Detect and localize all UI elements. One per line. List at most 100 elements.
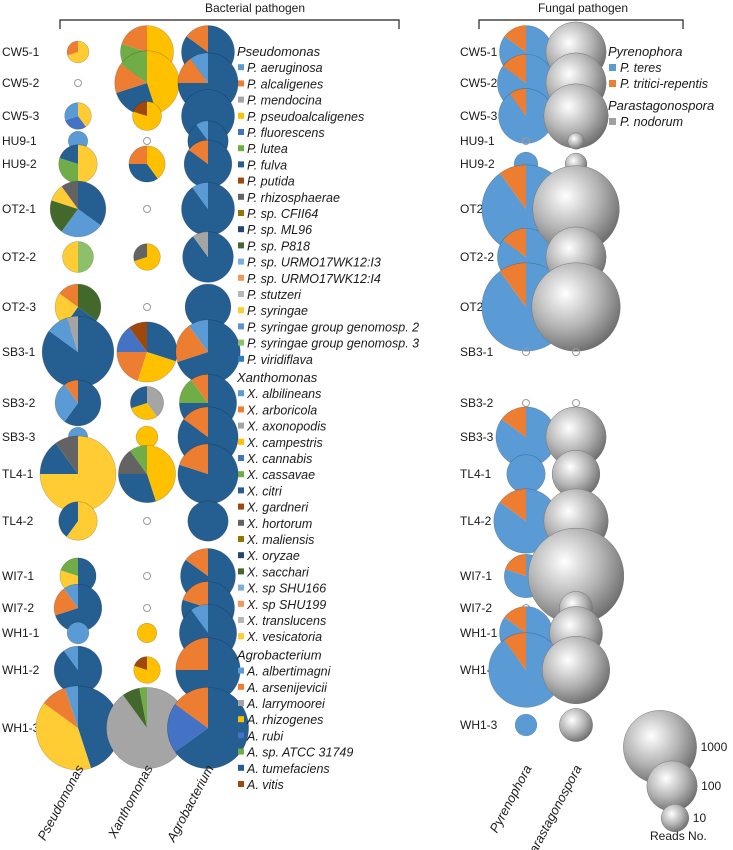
slice-p-fulva [58,501,78,537]
slice-p-syringae [67,41,89,63]
pie-pyrenophora-hu9-1 [522,137,530,145]
bacterial-row-labels: CW5-1 CW5-2 CW5-3 HU9-1 HU9-2 OT2-1 OT2-2 OT2-3… [2,45,40,735]
fungal-row-label-wi7-2: WI7-2 [460,601,492,615]
pie-pseudomonas-hu9-2 [58,144,98,184]
legend-item-p-alcaligenes: P. alcaligenes [247,77,323,91]
pie-outline [187,500,229,542]
legend-swatch-a-larrymoorei [238,700,244,706]
slice-p-nodorum [542,636,610,704]
empty-marker [143,303,151,311]
size-key-bubble-10 [660,803,690,833]
slice-a-tumefaciens [187,500,229,542]
legend-item-x-vesicatoria: X. vesicatoria [246,630,322,644]
slice-x-citri [130,386,147,409]
pie-xanthomonas-hu9-2 [128,145,166,183]
legend-item-p-rhizosphaerae: P. rhizosphaerae [247,191,340,205]
legend-item-x-albilineans: X. albilineans [246,387,321,401]
size-key-bubble-100 [646,760,698,812]
legend-swatch-a-albertimagni [238,667,244,674]
legend-item-x-arboricola: X. arboricola [246,403,317,417]
slice-x-gardneri [129,321,147,352]
legend-swatch-x-campestris [238,438,244,445]
legend-item-x-axonopodis: X. axonopodis [246,420,326,434]
legend-item-x-cassavae: X. cassavae [246,468,315,482]
pie-xanthomonas-sb3-3 [135,425,159,449]
slice-x-gardneri [134,656,147,670]
pie-outline [132,101,162,131]
fungal-legend: Pyrenophora P. teres P. tritici-repentis Pa… [608,44,714,129]
size-legend-title: Reads No. [650,829,707,843]
legend-item-p-putida: P. putida [247,175,295,189]
slice-p-tritici-repentis [501,406,526,437]
pie-outline [66,40,90,64]
legend-swatch-x-vesicatoria [238,633,244,640]
row-label-tl4-2: TL4-2 [2,514,34,528]
slice-p-tritici-repentis [505,554,526,576]
legend-item-p-sp-urmo17wk12-i4: P. sp. URMO17WK12:I4 [247,272,381,286]
row-label-wh1-1: WH1-1 [2,626,40,640]
legend-swatch-a-vitis [238,781,244,787]
legend-swatch-x-citri [238,487,244,494]
row-label-wi7-1: WI7-1 [2,569,34,583]
pie-outline [167,687,249,769]
size-key-label-100: 100 [701,779,721,793]
slice-x-campestris [147,25,174,68]
slice-p-fulva [64,380,101,426]
slice-p-aeruginosa [67,622,89,644]
pie-pyrenophora-sb3-1 [522,348,530,356]
pie-pseudomonas-tl4-2 [58,501,98,541]
column-label-pyrenophora: Pyrenophora [486,762,534,835]
pie-xanthomonas-wh1-3 [106,687,188,769]
column-label-pseudomonas: Pseudomonas [34,762,86,843]
slice-p-teres [515,714,537,736]
pie-outline [133,243,161,271]
legend-item-a-rhizogenes: A. rhizogenes [246,713,323,727]
slice-p-nodorum [531,262,621,352]
pie-outline [133,656,161,684]
slice-a-albertimagni [189,319,208,352]
pie-pyrenophora-sb3-2 [522,399,530,407]
row-label-sb3-3: SB3-3 [2,430,36,444]
slice-x-campestris [137,623,157,643]
slice-p-fulva [78,685,121,769]
slice-x-campestris [147,50,180,114]
legend-swatch-a-rubi [238,732,244,739]
legend-item-x-hortorum: X. hortorum [246,517,312,531]
slice-x-campestris [137,352,176,383]
pie-outline [136,622,158,644]
slice-p-tritici-repentis [500,164,526,209]
bacterial-header: Bacterial pathogen [59,1,400,29]
slice-p-syringae [66,501,98,541]
pie-outline [54,379,102,427]
slice-a-albertimagni [190,52,208,83]
fungal-header-bracket [478,19,684,29]
pie-outline [130,386,164,420]
pie-bubbles [35,21,625,771]
pie-xanthomonas-wh1-1 [136,622,158,644]
fungal-row-label-cw5-2: CW5-2 [460,76,498,90]
legend-item-a-larrymoorei: A. larrymoorei [246,697,326,711]
row-label-hu9-2: HU9-2 [2,157,37,171]
legend-swatch-x-hortorum [238,519,244,526]
slice-p-aeruginosa [55,384,78,422]
slice-p-tritici-repentis [499,488,526,521]
pie-outline [58,501,98,541]
legend-item-p-pseudoalcaligenes: P. pseudoalcaligenes [247,110,364,124]
legend-swatch-p-rhizosphaerae [238,193,244,200]
fungal-row-label-cw5-3: CW5-3 [460,109,498,123]
slice-a-tumefaciens [177,443,239,505]
legend-swatch-a-arsenijevicii [238,683,244,690]
legend-item-p-syringae: P. syringae [247,304,308,318]
slice-x-campestris [147,145,166,179]
slice-x-campestris [134,243,161,271]
pie-agrobacterium-tl4-2 [187,500,229,542]
slice-p-tritici-repentis [509,88,526,116]
fungal-row-label-wh1-1: WH1-1 [460,626,498,640]
pie-outline [66,621,90,645]
slice-a-sp-atcc-31749 [179,379,208,403]
legend-swatch-x-sp-shu199 [238,600,244,607]
slice-p-teres [506,454,546,494]
pie-agrobacterium-wh1-2 [175,637,241,703]
pie-pseudomonas-cw5-1 [66,40,90,64]
pie-parastagonospora-hu9-1 [567,132,585,150]
